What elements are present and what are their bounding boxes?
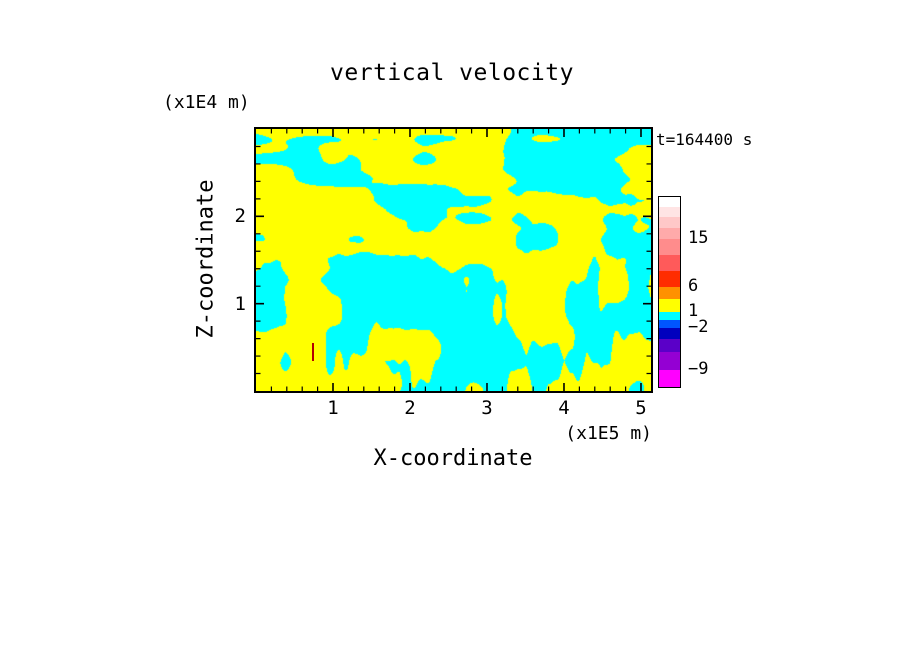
- colorbar-segment: [659, 197, 680, 207]
- x-tick-label: 3: [481, 397, 493, 419]
- colorbar-segment: [659, 352, 680, 370]
- x-axis-unit-label: (x1E5 m): [565, 423, 652, 444]
- plot-area: [254, 127, 653, 393]
- red-marker: [312, 343, 314, 361]
- colorbar-segment: [659, 217, 680, 228]
- colorbar-segment: [659, 320, 680, 328]
- colorbar-label: 1: [688, 300, 699, 321]
- y-axis-unit-label: (x1E4 m): [163, 92, 250, 113]
- velocity-field-canvas: [256, 129, 651, 391]
- colorbar-label: 15: [688, 227, 709, 248]
- x-tick-label: 2: [404, 397, 416, 419]
- colorbar-segment: [659, 239, 680, 255]
- x-tick-label: 4: [558, 397, 570, 419]
- colorbar-segment: [659, 328, 680, 339]
- colorbar-segment: [659, 287, 680, 299]
- colorbar-segment: [659, 271, 680, 287]
- colorbar-label: −2: [688, 316, 709, 337]
- x-axis-title: X-coordinate: [373, 446, 533, 471]
- y-tick-label: 1: [234, 292, 246, 315]
- chart-title: vertical velocity: [330, 60, 574, 86]
- colorbar-label: −9: [688, 358, 709, 379]
- colorbar-label: 6: [688, 276, 699, 297]
- colorbar-segment: [659, 370, 680, 387]
- colorbar-segment: [659, 299, 680, 312]
- colorbar-segment: [659, 339, 680, 352]
- colorbar-segment: [659, 228, 680, 239]
- colorbar: [658, 196, 681, 388]
- x-tick-label: 5: [635, 397, 647, 419]
- time-annotation: t=164400 s: [656, 130, 753, 149]
- colorbar-segment: [659, 255, 680, 271]
- y-tick-label: 2: [234, 205, 246, 228]
- x-tick-label: 1: [327, 397, 339, 419]
- colorbar-segment: [659, 207, 680, 217]
- colorbar-segment: [659, 312, 680, 320]
